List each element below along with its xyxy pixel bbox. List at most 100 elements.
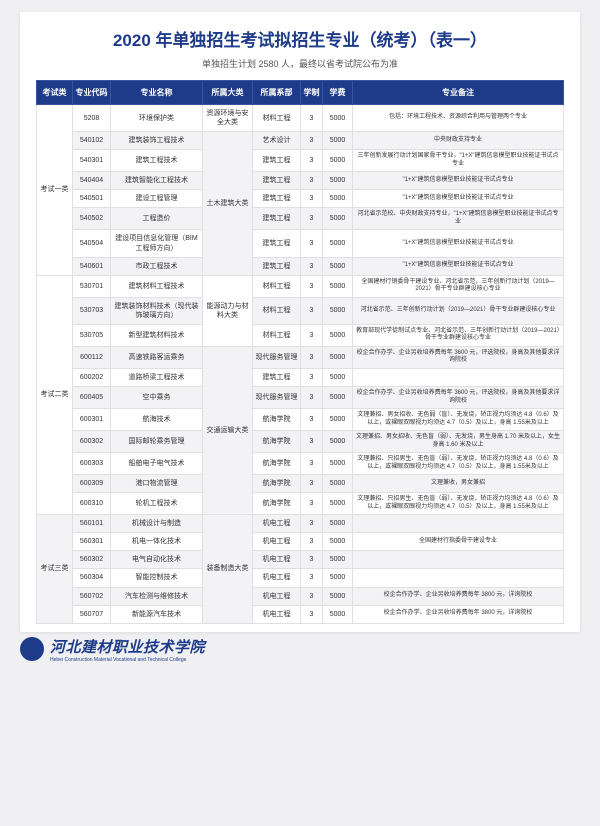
table-row: 530703建筑装饰材料技术（现代装饰玻璃方向）材料工程35000河北省示范、三… <box>37 297 564 324</box>
th-note: 专业备注 <box>353 81 564 105</box>
cell-name: 建筑智能化工程技术 <box>111 172 203 190</box>
cell-system: 3 <box>301 533 323 551</box>
cell-system: 3 <box>301 230 323 257</box>
cell-system: 3 <box>301 275 323 297</box>
cell-note: 文理兼收，男女兼招 <box>353 475 564 493</box>
cell-code: 540601 <box>73 257 111 275</box>
table-row: 600112高速铁路客运乘务交通运输大类现代服务管理35000校企合作办学、企业… <box>37 346 564 368</box>
cell-category: 能源动力与材料大类 <box>203 275 253 346</box>
cell-note: "1+X"建筑信息模型职业技能证书试点专业 <box>353 190 564 208</box>
cell-name: 汽车检测与维修技术 <box>111 587 203 605</box>
cell-code: 600405 <box>73 387 111 409</box>
table-row: 560302电气自动化技术机电工程35000 <box>37 551 564 569</box>
cell-system: 3 <box>301 515 323 533</box>
th-dept: 所属系部 <box>253 81 301 105</box>
cell-system: 3 <box>301 453 323 475</box>
cell-code: 560707 <box>73 605 111 623</box>
cell-exam: 考试三类 <box>37 515 73 624</box>
cell-dept: 现代服务管理 <box>253 346 301 368</box>
cell-dept: 航海学院 <box>253 475 301 493</box>
cell-note: 文理兼招、男女招收、无色盲（弱）、无发烧，男生身高 1.70 米及以上，女生身高… <box>353 431 564 453</box>
cell-fee: 5000 <box>323 431 353 453</box>
cell-dept: 机电工程 <box>253 533 301 551</box>
cell-system: 3 <box>301 387 323 409</box>
cell-name: 航海技术 <box>111 409 203 431</box>
cell-code: 530705 <box>73 324 111 346</box>
table-row: 540501建设工程管理建筑工程35000"1+X"建筑信息模型职业技能证书试点… <box>37 190 564 208</box>
cell-note: 河北省示范、三年创新行动计划（2019—2021）骨干专业群建设核心专业 <box>353 297 564 324</box>
cell-note: 包括：环境工程技术、资源综合利用与管理两个专业 <box>353 105 564 132</box>
document-page: 2020 年单独招生考试拟招生专业（统考）（表一） 单独招生计划 2580 人，… <box>20 12 580 632</box>
cell-fee: 5000 <box>323 105 353 132</box>
cell-system: 3 <box>301 587 323 605</box>
cell-fee: 5000 <box>323 208 353 230</box>
cell-note: 全国建材行销委骨干建设专业、河北省示范，三年创新行动计划（2019—2021）骨… <box>353 275 564 297</box>
cell-note <box>353 515 564 533</box>
table-row: 530705新型建筑材料技术材料工程35000教育部现代学徒制试点专业、河北省示… <box>37 324 564 346</box>
cell-category: 资源环境与安全大类 <box>203 105 253 132</box>
cell-code: 540301 <box>73 150 111 172</box>
cell-system: 3 <box>301 605 323 623</box>
cell-dept: 材料工程 <box>253 297 301 324</box>
cell-fee: 5000 <box>323 515 353 533</box>
cell-dept: 建筑工程 <box>253 172 301 190</box>
cell-exam: 考试一类 <box>37 105 73 276</box>
cell-system: 3 <box>301 346 323 368</box>
cell-dept: 材料工程 <box>253 105 301 132</box>
majors-table: 考试类 专业代码 专业名称 所属大类 所属系部 学制 学费 专业备注 考试一类5… <box>36 80 564 624</box>
cell-note: 校企合作办学、企业另收培养费每年 3800 元，详询院校 <box>353 587 564 605</box>
cell-code: 540502 <box>73 208 111 230</box>
cell-name: 港口物流管理 <box>111 475 203 493</box>
th-sys: 学制 <box>301 81 323 105</box>
cell-fee: 5000 <box>323 132 353 150</box>
cell-name: 新型建筑材料技术 <box>111 324 203 346</box>
cell-name: 高速铁路客运乘务 <box>111 346 203 368</box>
cell-category: 土木建筑大类 <box>203 132 253 276</box>
college-name-en: Hebei Construction Material Vocational a… <box>50 657 205 663</box>
th-fee: 学费 <box>323 81 353 105</box>
cell-system: 3 <box>301 431 323 453</box>
cell-dept: 建筑工程 <box>253 190 301 208</box>
cell-fee: 5000 <box>323 190 353 208</box>
cell-name: 建设项目信息化管理（BIM 工程师方向） <box>111 230 203 257</box>
cell-dept: 航海学院 <box>253 431 301 453</box>
cell-dept: 机电工程 <box>253 515 301 533</box>
cell-dept: 建筑工程 <box>253 208 301 230</box>
table-row: 600405空中乘务现代服务管理35000校企合作办学、企业另收培养费每年 36… <box>37 387 564 409</box>
cell-name: 空中乘务 <box>111 387 203 409</box>
table-row: 560707新能源汽车技术机电工程35000校企合作办学、企业另收培养费每年 3… <box>37 605 564 623</box>
cell-dept: 艺术设计 <box>253 132 301 150</box>
table-row: 600303船舶电子电气技术航海学院35000文理兼招、只招男生、无色盲（弱）、… <box>37 453 564 475</box>
cell-system: 3 <box>301 297 323 324</box>
table-row: 540404建筑智能化工程技术建筑工程35000"1+X"建筑信息模型职业技能证… <box>37 172 564 190</box>
cell-fee: 5000 <box>323 453 353 475</box>
cell-system: 3 <box>301 172 323 190</box>
cell-name: 机械设计与制造 <box>111 515 203 533</box>
cell-note: 文理兼招、只招男生、无色盲（弱）、无发烧，矫正视力均须达 4.8（0.6）及以上… <box>353 493 564 515</box>
cell-code: 560702 <box>73 587 111 605</box>
cell-system: 3 <box>301 190 323 208</box>
cell-code: 600301 <box>73 409 111 431</box>
cell-code: 560302 <box>73 551 111 569</box>
cell-system: 3 <box>301 132 323 150</box>
table-row: 600302国际邮轮乘务管理航海学院35000文理兼招、男女招收、无色盲（弱）、… <box>37 431 564 453</box>
cell-dept: 建筑工程 <box>253 368 301 386</box>
cell-note: 教育部现代学徒制试点专业、河北省示范、三年创新行动计划（2019—2021）骨干… <box>353 324 564 346</box>
cell-system: 3 <box>301 569 323 587</box>
cell-code: 600202 <box>73 368 111 386</box>
cell-note: 校企合作办学、企业另收培养费每年 3800 元，详询院校 <box>353 605 564 623</box>
cell-name: 工程造价 <box>111 208 203 230</box>
cell-code: 530703 <box>73 297 111 324</box>
cell-note: 河北省示范校、中央财政支持专业，"1+X"建筑信息模型职业技能证书试点专业 <box>353 208 564 230</box>
cell-system: 3 <box>301 150 323 172</box>
cell-code: 530701 <box>73 275 111 297</box>
cell-name: 轮机工程技术 <box>111 493 203 515</box>
cell-name: 电气自动化技术 <box>111 551 203 569</box>
table-row: 600310轮机工程技术航海学院35000文理兼招、只招男生、无色盲（弱）、无发… <box>37 493 564 515</box>
page-subtitle: 单独招生计划 2580 人，最终以省考试院公布为准 <box>36 57 564 70</box>
cell-fee: 5000 <box>323 409 353 431</box>
table-row: 540601市政工程技术建筑工程35000"1+X"建筑信息模型职业技能证书试点… <box>37 257 564 275</box>
cell-system: 3 <box>301 551 323 569</box>
cell-note: 中央财政支持专业 <box>353 132 564 150</box>
cell-category: 装备制造大类 <box>203 515 253 624</box>
